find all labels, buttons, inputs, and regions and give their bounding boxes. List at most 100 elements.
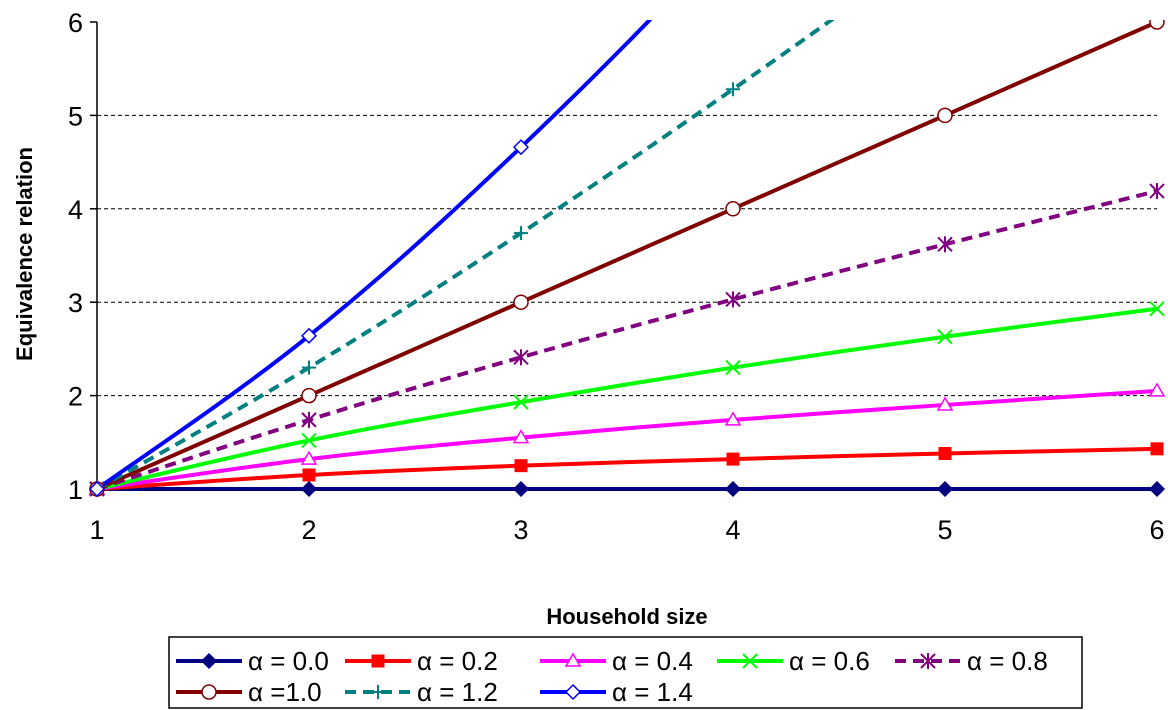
marker-shape: [938, 447, 952, 461]
data-point-7-0: [88, 480, 106, 498]
marker-shape: [300, 450, 318, 465]
data-point-1-5: [1150, 442, 1164, 456]
marker-shape: [936, 396, 954, 411]
y-tick-label: 4: [68, 195, 83, 225]
marker-shape: [1148, 382, 1166, 397]
legend-label: α = 1.2: [417, 677, 498, 707]
legend-item: α = 0.6: [717, 646, 870, 676]
marker-shape: [937, 107, 953, 124]
data-point-5-4: [937, 107, 953, 124]
marker-shape: [300, 480, 318, 498]
data-point-0-1: [300, 480, 318, 498]
y-tick-label: 3: [68, 288, 83, 318]
data-point-2-5: [1148, 382, 1166, 397]
marker-shape: [1149, 20, 1165, 30]
legend-label: α = 1.4: [612, 677, 693, 707]
marker-shape: [512, 480, 530, 498]
legend-marker: [201, 684, 217, 700]
data-point-1-1: [302, 468, 316, 482]
series-line-5: [96, 20, 1158, 491]
legend-marker: [564, 683, 582, 701]
marker-shape: [742, 653, 758, 669]
x-tick-label: 2: [301, 515, 316, 545]
data-point-3-2: [513, 394, 529, 410]
data-point-7-2: [512, 139, 530, 156]
marker-shape: [725, 201, 741, 217]
marker-shape: [200, 652, 218, 670]
series-line-6: [96, 20, 835, 491]
data-point-5-1: [301, 387, 317, 404]
x-tick-label: 6: [1149, 515, 1164, 545]
marker-shape: [564, 683, 582, 701]
marker-shape: [725, 359, 741, 376]
legend-item: α = 0.2: [345, 646, 498, 676]
data-point-1-4: [938, 447, 952, 461]
series-markers: [88, 20, 1166, 498]
series-line-3: [96, 306, 1158, 491]
y-tick-label: 6: [68, 8, 83, 38]
x-tick-label: 1: [89, 515, 104, 545]
gridlines: [97, 114, 1157, 397]
series-line-1: [96, 446, 1158, 491]
marker-shape: [513, 294, 529, 310]
data-point-0-3: [724, 480, 742, 498]
marker-shape: [937, 329, 953, 345]
data-point-5-5: [1149, 20, 1165, 30]
data-point-0-5: [1148, 480, 1166, 498]
data-point-0-2: [512, 480, 530, 498]
data-point-6-2: [514, 226, 528, 241]
legend-label: α = 0.4: [612, 646, 693, 676]
data-point-3-1: [301, 432, 317, 449]
legend-marker: [564, 652, 582, 667]
series-line-7: [95, 20, 653, 491]
legend-marker: [920, 653, 936, 669]
data-point-6-1: [302, 360, 316, 375]
x-tick-label: 5: [937, 515, 952, 545]
marker-shape: [371, 654, 385, 668]
marker-shape: [936, 480, 954, 498]
marker-shape: [514, 459, 528, 473]
marker-shape: [1148, 480, 1166, 498]
marker-shape: [513, 394, 529, 410]
data-point-4-2: [513, 349, 529, 366]
marker-shape: [512, 429, 530, 444]
data-point-2-4: [936, 396, 954, 411]
x-axis-title: Household size: [546, 604, 707, 629]
marker-shape: [301, 432, 317, 449]
marker-shape: [512, 139, 530, 156]
legend-item: α =1.0: [176, 677, 322, 707]
legend-item: α = 0.8: [895, 646, 1048, 676]
series-line-2: [96, 388, 1158, 491]
data-point-1-2: [514, 459, 528, 473]
legend-label: α =1.0: [248, 677, 322, 707]
data-point-0-4: [936, 480, 954, 498]
marker-shape: [1150, 442, 1164, 456]
y-axis-title: Equivalence relation: [12, 147, 37, 361]
data-point-5-2: [513, 294, 529, 310]
marker-shape: [724, 480, 742, 498]
x-tick-label: 4: [725, 515, 740, 545]
marker-shape: [726, 452, 740, 466]
data-point-4-4: [937, 236, 953, 253]
data-point-3-5: [1149, 301, 1165, 317]
data-point-1-3: [726, 452, 740, 466]
legend-label: α = 0.2: [417, 646, 498, 676]
x-tick-label: 3: [513, 515, 528, 545]
marker-shape: [201, 684, 217, 700]
data-point-3-4: [937, 329, 953, 345]
x-tick-labels: 1 2 3 4 5 6: [89, 515, 1164, 545]
y-tick-label: 1: [68, 475, 83, 505]
data-point-7-1: [300, 327, 318, 344]
marker-shape: [564, 652, 582, 667]
marker-shape: [724, 411, 742, 426]
legend-item: α = 0.4: [540, 646, 693, 676]
y-tick-label: 5: [68, 101, 83, 131]
legend: α = 0.0 α = 0.2 α = 0.4 α = 0.6 α = 0.8 α =1.…: [168, 636, 1083, 709]
legend-marker: [742, 653, 758, 669]
y-tick-labels: 1 2 3 4 5 6: [68, 8, 83, 505]
data-point-2-2: [512, 429, 530, 444]
legend-marker: [371, 685, 385, 699]
legend-label: α = 0.0: [248, 646, 329, 676]
data-point-5-3: [725, 201, 741, 217]
